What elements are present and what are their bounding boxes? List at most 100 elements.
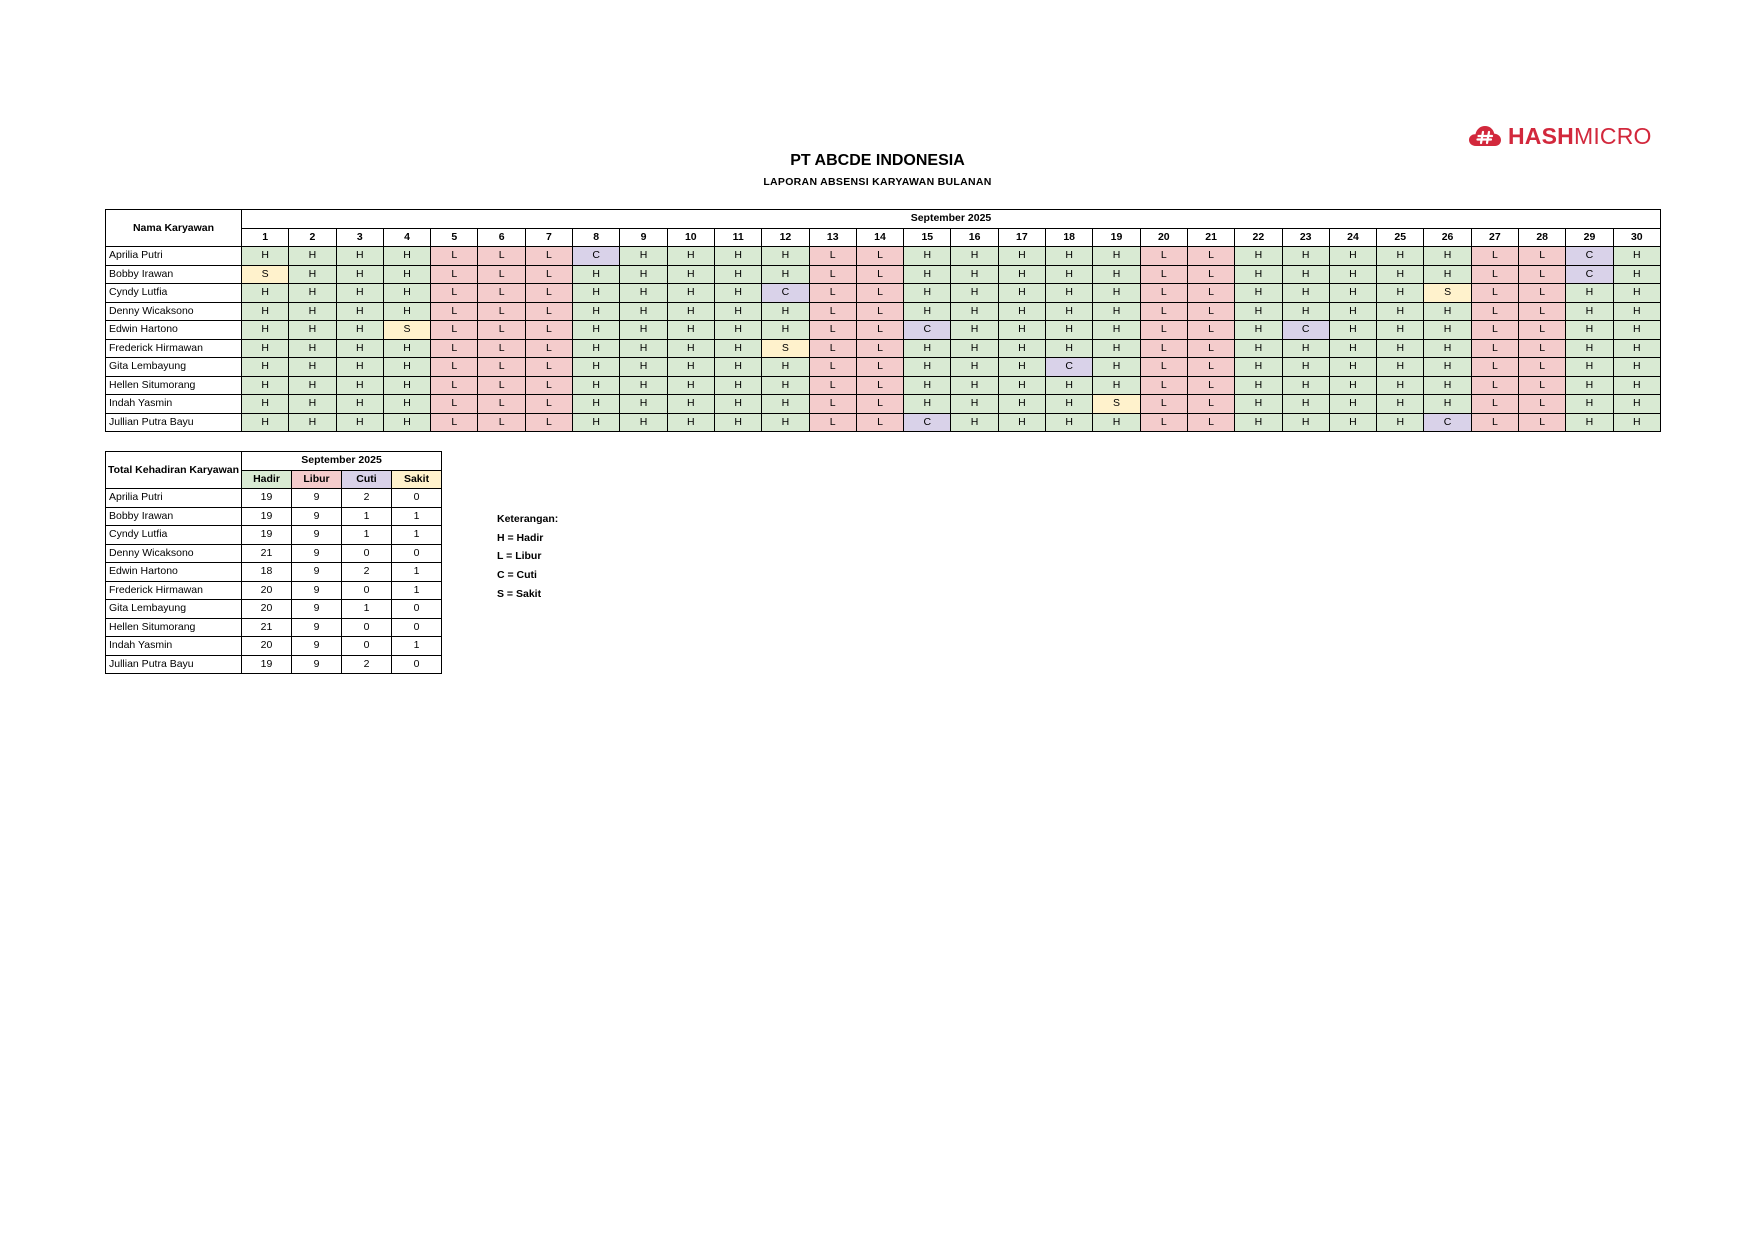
attendance-mark: H — [1612, 375, 1662, 395]
attendance-mark: S — [1423, 283, 1472, 303]
attendance-mark: H — [1565, 338, 1614, 358]
attendance-mark: L — [430, 283, 479, 303]
attendance-mark: H — [997, 301, 1047, 321]
attendance-mark: L — [1139, 338, 1188, 358]
attendance-mark: H — [619, 320, 668, 340]
attendance-mark: L — [430, 394, 479, 414]
attendance-mark: H — [1092, 338, 1141, 358]
attendance-mark: H — [1281, 357, 1330, 377]
attendance-mark: L — [808, 357, 857, 377]
employee-name: Bobby Irawan — [105, 506, 242, 526]
attendance-mark: H — [240, 320, 290, 340]
attendance-mark: L — [1139, 264, 1188, 284]
day-header: 30 — [1612, 227, 1662, 247]
attendance-mark: L — [1139, 412, 1188, 432]
attendance-mark: H — [1328, 301, 1378, 321]
attendance-mark: H — [382, 264, 432, 284]
attendance-mark: L — [1470, 338, 1520, 358]
summary-value: 9 — [291, 488, 342, 508]
attendance-mark: H — [903, 394, 952, 414]
employee-name: Jullian Putra Bayu — [105, 412, 242, 432]
attendance-mark: H — [713, 412, 763, 432]
day-header: 27 — [1470, 227, 1520, 247]
attendance-mark: L — [855, 394, 905, 414]
summary-value: 21 — [241, 617, 292, 637]
attendance-mark: C — [572, 246, 621, 266]
attendance-body: Aprilia Putri H H H H L L L C H H H H L L H H H H H L L H H H H H L… — [105, 246, 1662, 432]
table-row: Indah Yasmin 20 9 0 1 — [105, 636, 443, 656]
attendance-mark: H — [1376, 375, 1425, 395]
table-row: Gita Lembayung H H H H L L L H H H H H L L H H H C H L L H H H H H… — [105, 357, 1662, 377]
attendance-mark: H — [1045, 375, 1094, 395]
attendance-mark: L — [1139, 320, 1188, 340]
attendance-mark: H — [1092, 412, 1141, 432]
summary-value: 19 — [241, 506, 292, 526]
attendance-mark: H — [666, 264, 715, 284]
day-header: 29 — [1565, 227, 1614, 247]
attendance-mark: H — [335, 412, 384, 432]
attendance-mark: H — [1376, 357, 1425, 377]
attendance-mark: L — [855, 412, 905, 432]
attendance-mark: H — [1234, 283, 1283, 303]
attendance-mark: H — [950, 338, 999, 358]
attendance-mark: L — [808, 412, 857, 432]
attendance-mark: H — [903, 338, 952, 358]
summary-value: 0 — [390, 617, 443, 637]
attendance-mark: H — [997, 375, 1047, 395]
summary-value: 9 — [291, 580, 342, 600]
attendance-mark: L — [477, 357, 526, 377]
attendance-mark: C — [1045, 357, 1094, 377]
summary-value: 0 — [341, 636, 392, 656]
attendance-mark: H — [619, 394, 668, 414]
attendance-mark: H — [1281, 283, 1330, 303]
summary-value: 0 — [341, 543, 392, 563]
employee-name: Cyndy Lutfia — [105, 525, 242, 545]
table-row: Gita Lembayung 20 9 1 0 — [105, 599, 443, 619]
table-row: Aprilia Putri 19 9 2 0 — [105, 488, 443, 508]
summary-column-row: Hadir Libur Cuti Sakit — [106, 469, 443, 489]
attendance-mark: H — [903, 301, 952, 321]
summary-value: 1 — [341, 506, 392, 526]
day-header: 21 — [1186, 227, 1236, 247]
day-header: 25 — [1376, 227, 1425, 247]
attendance-mark: H — [1045, 394, 1094, 414]
attendance-mark: L — [524, 338, 574, 358]
employee-name: Edwin Hartono — [105, 320, 242, 340]
legend: Keterangan: H = Hadir L = Libur C = Cuti… — [497, 510, 558, 603]
attendance-mark: H — [1423, 246, 1472, 266]
attendance-mark: H — [335, 394, 384, 414]
attendance-mark: H — [1092, 283, 1141, 303]
legend-item-cuti: C = Cuti — [497, 569, 537, 582]
attendance-mark: H — [713, 375, 763, 395]
attendance-mark: L — [855, 320, 905, 340]
attendance-mark: H — [1234, 338, 1283, 358]
attendance-mark: L — [1186, 394, 1236, 414]
summary-value: 18 — [241, 562, 292, 582]
summary-col-cuti: Cuti — [341, 469, 392, 489]
attendance-mark: H — [1612, 283, 1662, 303]
attendance-mark: H — [1045, 264, 1094, 284]
attendance-mark: H — [1612, 320, 1662, 340]
summary-value: 1 — [390, 506, 443, 526]
attendance-mark: H — [288, 412, 337, 432]
summary-value: 20 — [241, 636, 292, 656]
month-header: September 2025 — [241, 209, 1661, 229]
summary-value: 9 — [291, 617, 342, 637]
attendance-mark: L — [524, 264, 574, 284]
attendance-mark: H — [382, 338, 432, 358]
attendance-mark: H — [713, 301, 763, 321]
attendance-mark: L — [1470, 246, 1520, 266]
summary-value: 9 — [291, 636, 342, 656]
attendance-mark: H — [761, 246, 810, 266]
day-header: 2 — [288, 227, 337, 247]
attendance-mark: L — [855, 264, 905, 284]
hashmicro-cloud-hash-icon — [1468, 124, 1502, 148]
attendance-mark: H — [1565, 357, 1614, 377]
attendance-mark: L — [524, 301, 574, 321]
employee-name: Hellen Situmorang — [105, 617, 242, 637]
table-row: Jullian Putra Bayu 19 9 2 0 — [105, 654, 443, 674]
attendance-mark: L — [430, 246, 479, 266]
attendance-mark: L — [524, 283, 574, 303]
table-row: Aprilia Putri H H H H L L L C H H H H L L H H H H H L L H H H H H L… — [105, 246, 1662, 266]
